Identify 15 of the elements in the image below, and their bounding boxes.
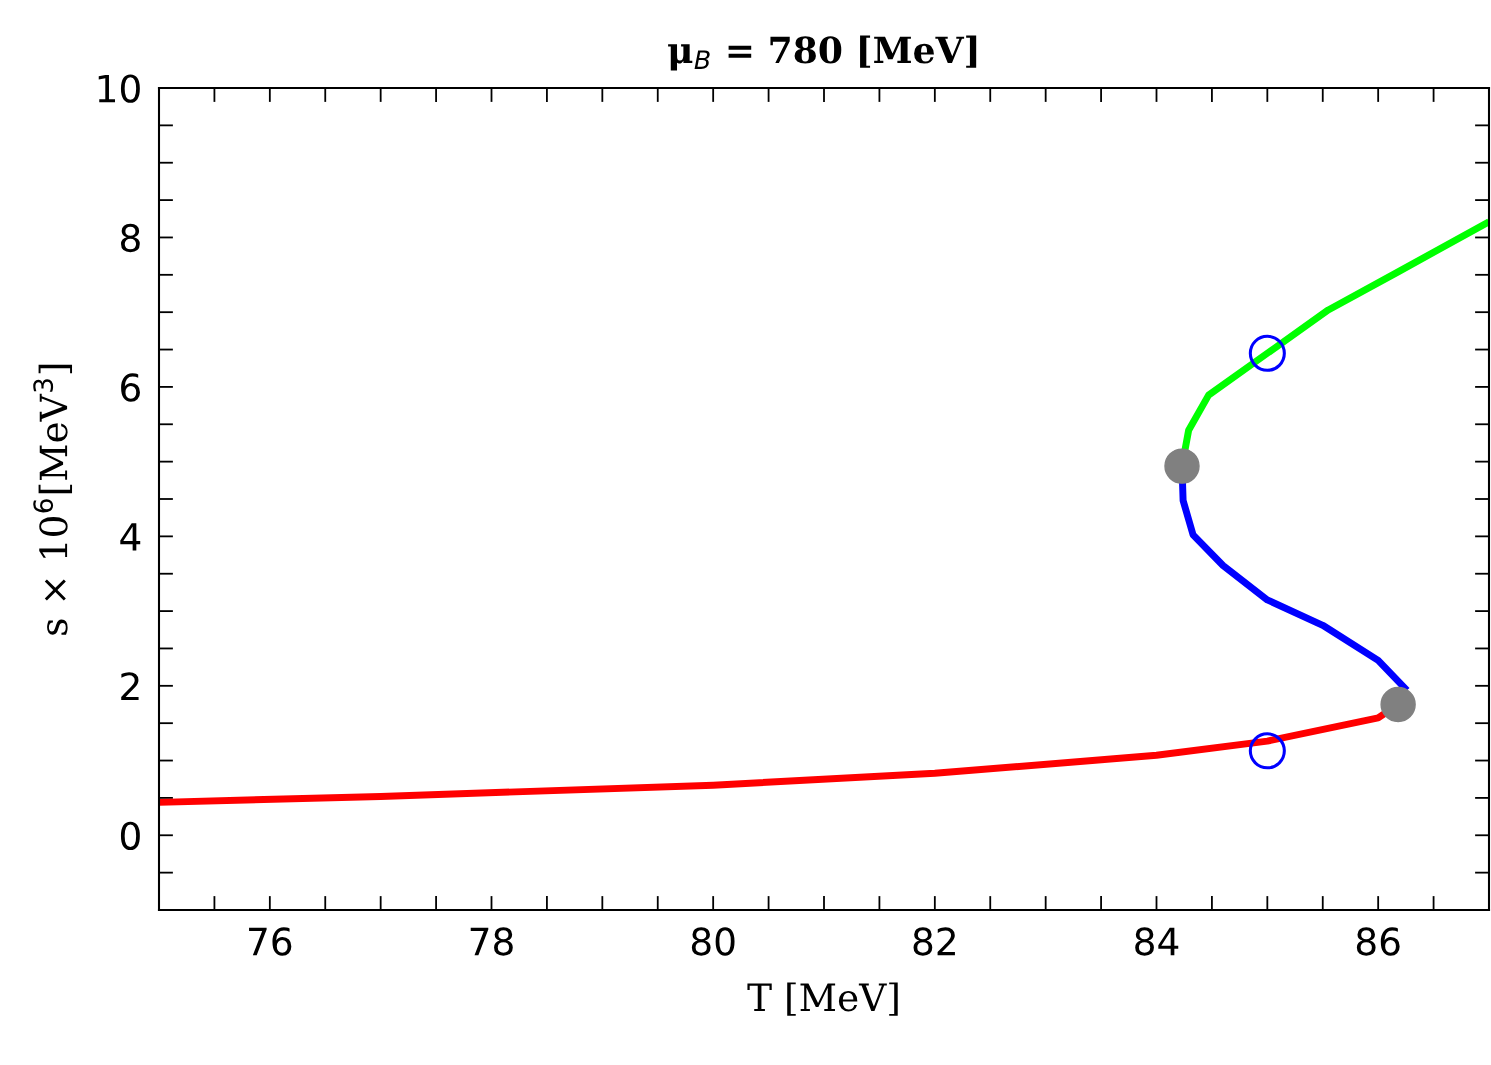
- y-tick-label: 2: [121, 672, 139, 701]
- x-tick-label: 86: [1356, 927, 1400, 956]
- y-axis-title: s × 10$^{6}$[MeV$^{3}$]: [33, 364, 73, 635]
- x-tick-label: 78: [470, 927, 513, 956]
- x-tick-label: 80: [691, 927, 735, 956]
- x-axis-title: T [MeV]: [747, 982, 898, 1016]
- y-tick-label: 10: [98, 74, 140, 103]
- y-tick-label: 8: [121, 223, 140, 253]
- y-tick-label: 4: [120, 523, 141, 551]
- x-tick-label: 84: [1135, 927, 1179, 956]
- x-tick-label: 76: [249, 927, 292, 956]
- chart-title: μ$_{B}$ = 780 [MeV]: [668, 35, 977, 71]
- y-tick-label: 0: [120, 821, 140, 851]
- y-tick-label: 6: [121, 373, 140, 402]
- x-tick-label: 82: [913, 927, 955, 956]
